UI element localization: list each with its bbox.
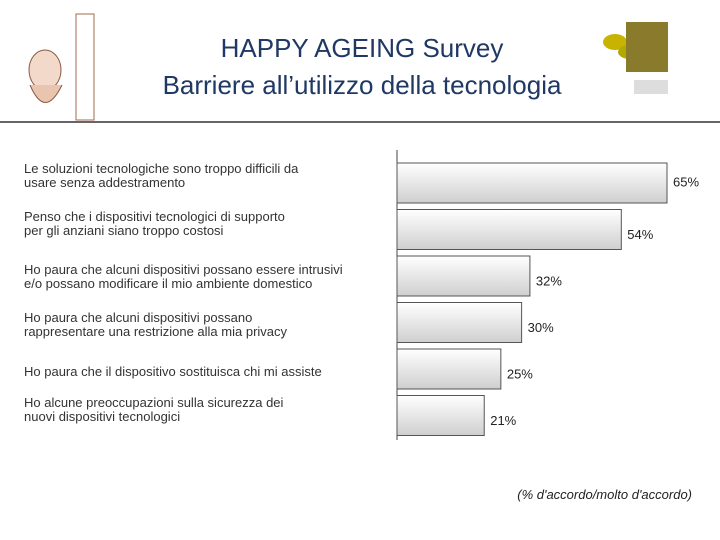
category-label: Le soluzioni tecnologiche sono troppo di…	[24, 161, 299, 190]
note: (% d'accordo/molto d'accordo)	[517, 487, 692, 502]
bar	[396, 255, 531, 297]
category-label: Ho paura che alcuni dispositivi possano …	[24, 310, 288, 339]
category-label: Ho alcune preoccupazioni sulla sicurezza…	[24, 395, 284, 424]
bar	[396, 395, 485, 436]
category-label: Ho paura che alcuni dispositivi possano …	[24, 262, 343, 291]
logo-right	[603, 22, 668, 94]
value-label: 25%	[507, 366, 533, 381]
category-label: Ho paura che il dispositivo sostituisca …	[24, 364, 322, 379]
bar	[396, 348, 502, 390]
value-label: 21%	[490, 413, 516, 428]
bar	[396, 162, 668, 204]
chart-subtitle: Barriere all’utilizzo della tecnologia	[162, 70, 562, 100]
value-label: 32%	[536, 273, 562, 288]
category-label: Penso che i dispositivi tecnologici di s…	[24, 209, 285, 238]
bar	[396, 302, 523, 343]
chart-title: HAPPY AGEING Survey	[220, 33, 504, 63]
value-label: 30%	[528, 320, 554, 335]
bar	[396, 209, 622, 250]
value-label: 54%	[627, 227, 653, 242]
value-label: 65%	[673, 174, 699, 189]
logo-left	[28, 13, 95, 121]
